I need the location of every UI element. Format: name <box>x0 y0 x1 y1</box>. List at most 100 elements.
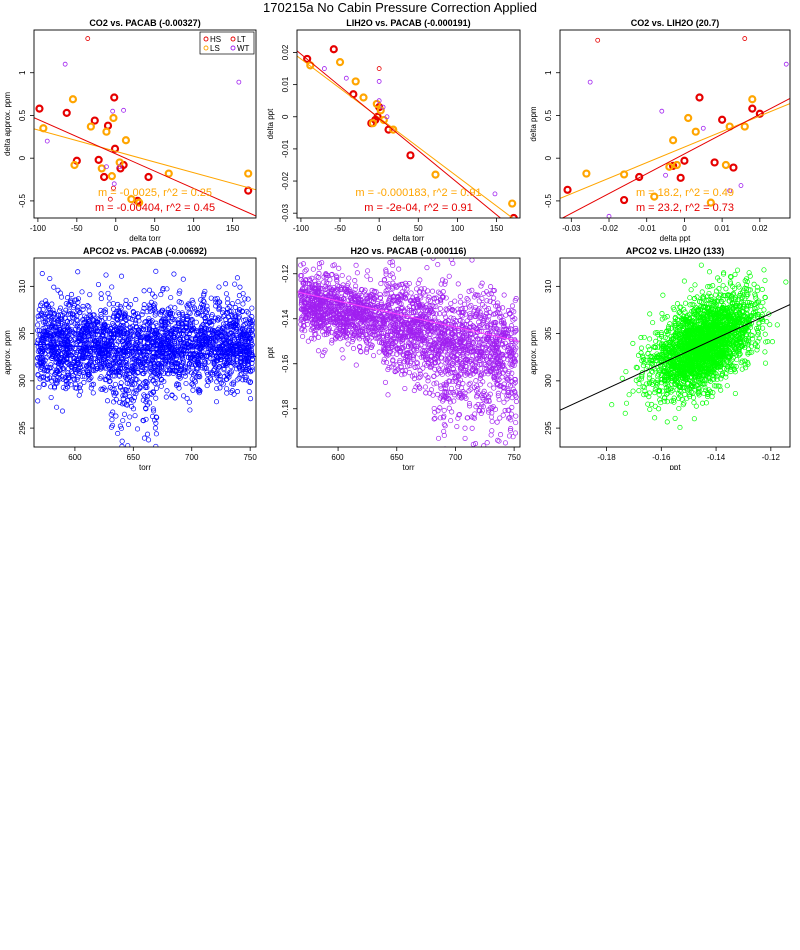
data-point <box>64 295 71 301</box>
data-point <box>376 98 382 104</box>
data-point <box>166 359 172 365</box>
data-point <box>408 326 414 332</box>
data-point <box>684 113 693 123</box>
data-point <box>179 346 185 353</box>
data-point <box>425 360 431 366</box>
data-point <box>169 315 175 321</box>
data-point <box>143 406 149 412</box>
data-point <box>38 332 44 338</box>
data-point <box>319 260 325 266</box>
data-point <box>304 296 310 303</box>
data-point <box>429 363 435 369</box>
data-point <box>381 359 387 365</box>
data-point <box>429 288 436 294</box>
data-point <box>468 302 474 309</box>
series-lt <box>376 66 382 71</box>
data-point <box>506 369 512 375</box>
data-point <box>224 351 230 357</box>
data-point <box>97 164 106 173</box>
data-point <box>323 272 329 278</box>
data-point <box>174 352 180 358</box>
data-point <box>106 301 112 307</box>
data-point <box>116 329 123 335</box>
data-point <box>99 333 105 339</box>
data-point <box>350 336 356 342</box>
data-point <box>143 344 149 350</box>
legend-marker <box>203 36 209 42</box>
data-point <box>364 347 370 353</box>
data-point <box>432 366 438 372</box>
data-point <box>159 337 165 343</box>
data-point <box>61 356 67 363</box>
data-point <box>211 359 217 365</box>
data-point <box>130 356 136 362</box>
data-point <box>224 386 230 392</box>
data-point <box>164 388 170 394</box>
data-point <box>448 418 454 424</box>
data-point <box>115 317 121 323</box>
data-point <box>217 345 223 351</box>
data-point <box>241 356 247 362</box>
data-point <box>748 104 757 113</box>
data-point <box>225 296 231 302</box>
series-lt <box>595 36 748 43</box>
data-point <box>249 305 255 311</box>
data-point <box>437 306 443 312</box>
data-point <box>124 333 130 339</box>
data-point <box>123 316 129 322</box>
data-point <box>62 108 71 117</box>
data-point <box>85 319 91 325</box>
data-point <box>237 284 243 290</box>
data-point <box>97 362 103 368</box>
data-point <box>106 352 112 358</box>
data-point <box>88 385 94 391</box>
data-point <box>102 324 108 330</box>
data-point <box>106 315 112 321</box>
data-point <box>510 317 516 323</box>
data-point <box>466 381 472 387</box>
data-point <box>442 331 448 337</box>
data-point <box>68 95 78 104</box>
data-point <box>433 380 440 386</box>
data-point <box>162 355 168 361</box>
data-point <box>453 389 459 395</box>
data-point <box>465 415 471 421</box>
data-point <box>483 289 490 295</box>
fit-annotation: m = 18.2, r^2 = 0.49 <box>636 187 734 199</box>
data-point <box>162 345 168 351</box>
data-point <box>141 371 147 377</box>
data-point <box>221 340 227 346</box>
y-tick-label: 0.5 <box>18 109 27 121</box>
data-point <box>103 272 109 278</box>
data-point <box>62 315 68 321</box>
data-point <box>496 305 502 311</box>
data-point <box>159 318 165 324</box>
data-point <box>168 318 174 325</box>
data-point <box>110 360 116 366</box>
data-point <box>359 93 368 102</box>
data-point <box>509 213 518 218</box>
data-point <box>177 331 183 337</box>
data-point <box>510 434 516 440</box>
data-point <box>448 315 454 321</box>
data-point <box>220 381 226 387</box>
data-point <box>167 335 173 341</box>
legend-label: WT <box>237 44 250 53</box>
data-point <box>402 385 408 392</box>
data-point <box>102 315 108 321</box>
data-point <box>455 342 461 348</box>
data-point <box>582 169 591 178</box>
data-point <box>417 368 423 374</box>
data-point <box>448 258 454 262</box>
data-point <box>202 308 209 314</box>
data-point <box>184 395 190 402</box>
data-point <box>495 390 501 396</box>
data-point <box>450 370 456 376</box>
data-point <box>415 360 421 366</box>
data-point <box>200 354 206 360</box>
data-point <box>65 332 71 339</box>
data-point <box>384 351 390 357</box>
data-point <box>108 331 114 337</box>
data-point <box>50 333 56 339</box>
data-point <box>184 369 190 375</box>
